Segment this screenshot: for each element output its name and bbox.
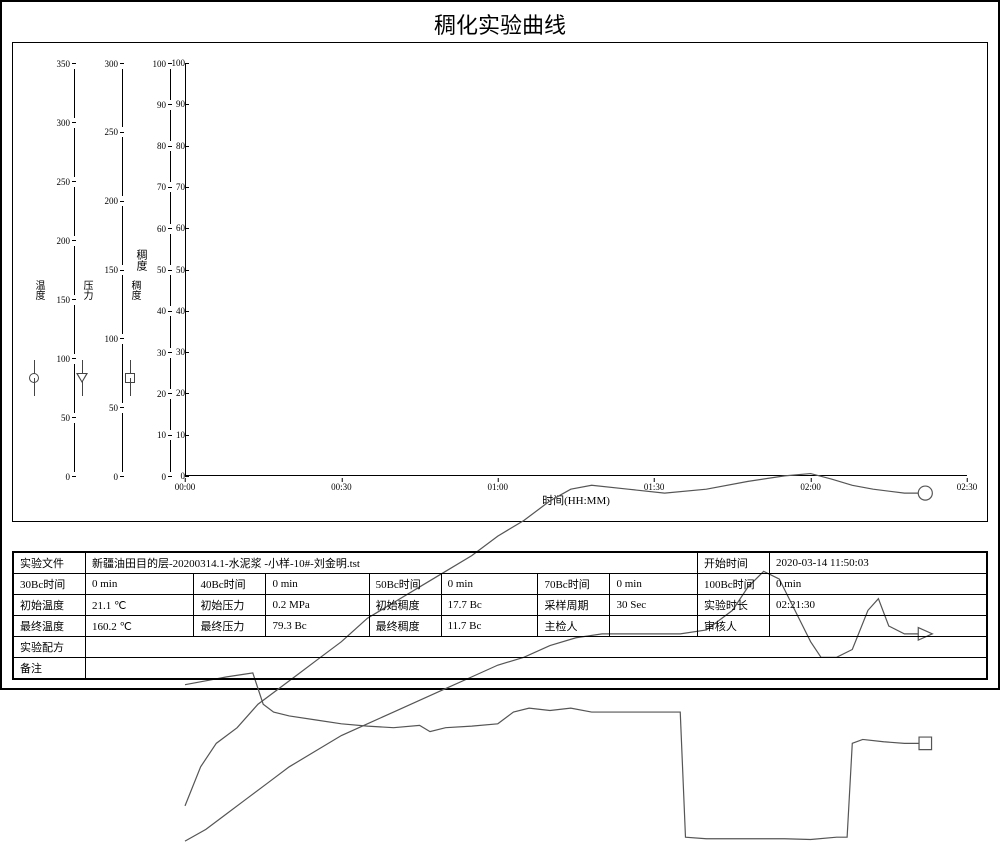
cell-label: 最终压力 [194,616,266,637]
legend-marker-circle-icon [25,360,43,396]
legend-marker-triangle-icon [73,360,91,396]
mini-tick-label: 250 [57,177,76,187]
cell-value [610,616,697,637]
cell-value: 2020-03-14 11:50:03 [769,553,986,574]
cell-label: 采样周期 [538,595,610,616]
cell-label: 70Bc时间 [538,574,610,595]
mini-tick-label: 300 [105,59,124,69]
cell-label: 初始温度 [14,595,86,616]
cell-value: 21.1 ℃ [86,595,194,616]
mini-tick-label: 50 [61,413,75,423]
cell-value: 0 min [266,574,369,595]
x-tick: 02:00 [800,482,821,492]
mini-axis-label: 稠度 [127,280,142,300]
cell-label: 100Bc时间 [697,574,769,595]
cell-value: 0 min [441,574,538,595]
cell-value [769,616,986,637]
mini-tick-label: 0 [114,472,124,482]
cell-value: 0 min [610,574,697,595]
plot-svg [185,63,967,845]
mini-tick-label: 150 [57,295,76,305]
cell-label: 最终稠度 [369,616,441,637]
cell-value: 79.3 Bc [266,616,369,637]
mini-tick-label: 0 [66,472,76,482]
cell-label: 主检人 [538,616,610,637]
y-tick: 80 [147,141,185,151]
cell-label: 最终温度 [14,616,86,637]
main-plot: 稠度 时间(HH:MM) 010203040506070809010000:00… [185,63,967,476]
mini-tick-label: 150 [105,265,124,275]
cell-label: 实验时长 [697,595,769,616]
cell-label: 实验文件 [14,553,86,574]
legend-marker-square-icon [121,360,139,396]
table-row: 实验文件新疆油田目的层-20200314.1-水泥浆 -小样-10#-刘金明.t… [14,553,987,574]
cell-value: 30 Sec [610,595,697,616]
x-tick: 00:30 [331,482,352,492]
cell-value: 160.2 ℃ [86,616,194,637]
cell-value [86,658,987,679]
cell-label: 50Bc时间 [369,574,441,595]
mini-axis-压力: 050100150200250300压力 [81,63,123,476]
chart-panel: 050100150200250300350温度05010015020025030… [12,42,988,522]
cell-label: 初始压力 [194,595,266,616]
info-table: 实验文件新疆油田目的层-20200314.1-水泥浆 -小样-10#-刘金明.t… [12,551,988,680]
mini-tick-label: 350 [57,59,76,69]
mini-tick-label: 250 [105,127,124,137]
cell-label: 30Bc时间 [14,574,86,595]
series-c [185,673,925,840]
cell-value: 11.7 Bc [441,616,538,637]
cell-label: 开始时间 [697,553,769,574]
chart-title: 稠化实验曲线 [2,2,998,42]
y-tick: 50 [147,265,185,275]
mini-axis-label: 温度 [31,280,46,300]
y-tick: 90 [147,99,185,109]
x-tick: 02:30 [957,482,978,492]
table-row: 30Bc时间0 min40Bc时间0 min50Bc时间0 min70Bc时间0… [14,574,987,595]
table-row: 实验配方 [14,637,987,658]
mini-tick-label: 50 [109,403,123,413]
y-tick: 10 [147,430,185,440]
cell-value: 0.2 MPa [266,595,369,616]
mini-tick-label: 200 [105,196,124,206]
cell-label: 初始稠度 [369,595,441,616]
cell-label: 实验配方 [14,637,86,658]
cell-label: 备注 [14,658,86,679]
cell-label: 40Bc时间 [194,574,266,595]
y-tick: 40 [147,306,185,316]
table-row: 初始温度21.1 ℃初始压力0.2 MPa初始稠度17.7 Bc采样周期30 S… [14,595,987,616]
mini-tick-label: 100 [105,334,124,344]
cell-value: 0 min [86,574,194,595]
x-tick: 01:00 [488,482,509,492]
table-row: 最终温度160.2 ℃最终压力79.3 Bc最终稠度11.7 Bc主检人 审核人 [14,616,987,637]
left-scales: 050100150200250300350温度05010015020025030… [13,43,163,521]
table-row: 备注 [14,658,987,679]
cell-value: 新疆油田目的层-20200314.1-水泥浆 -小样-10#-刘金明.tst [86,553,698,574]
cell-value: 02:21:30 [769,595,986,616]
mini-axis-温度: 050100150200250300350温度 [33,63,75,476]
cell-value: 17.7 Bc [441,595,538,616]
series-c-end-square-icon [919,737,932,750]
y-tick: 0 [147,471,185,481]
x-tick: 00:00 [175,482,196,492]
series-a-end-circle-icon [918,486,932,500]
x-tick: 01:30 [644,482,665,492]
y-tick: 70 [147,182,185,192]
mini-axis-label: 压力 [79,280,94,300]
mini-tick-label: 300 [57,118,76,128]
info-table-grid: 实验文件新疆油田目的层-20200314.1-水泥浆 -小样-10#-刘金明.t… [13,552,987,679]
y-tick: 100 [147,58,185,68]
cell-label: 审核人 [697,616,769,637]
y-tick: 20 [147,388,185,398]
mini-tick-label: 200 [57,236,76,246]
cell-value [86,637,987,658]
y-tick: 30 [147,347,185,357]
cell-value: 0 min [769,574,986,595]
y-tick: 60 [147,223,185,233]
